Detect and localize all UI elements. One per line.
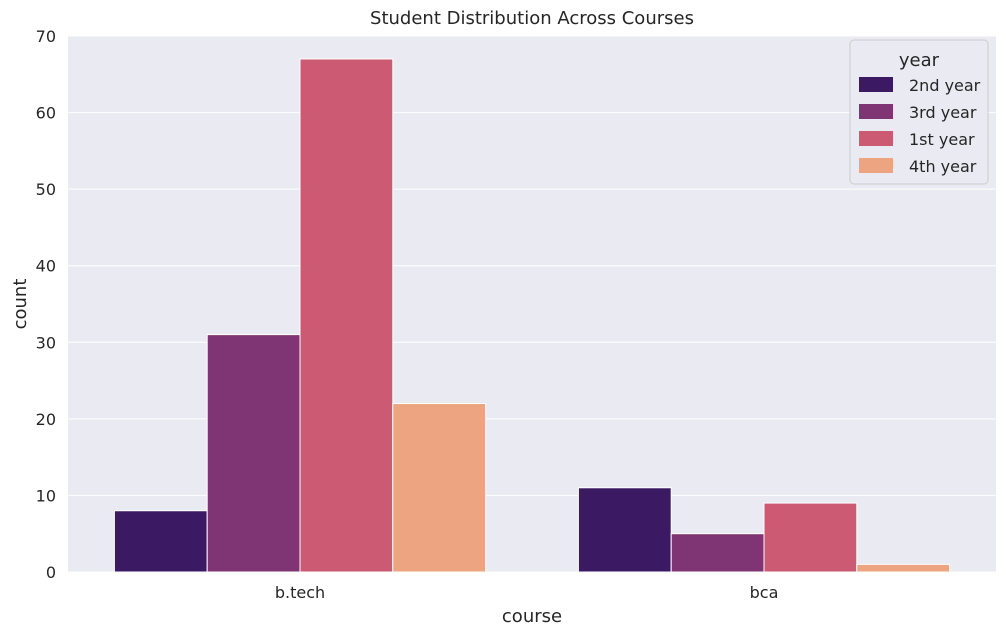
y-tick-label: 50 [36,180,56,199]
legend-swatch [859,77,893,92]
bar-3rd-year-bca [670,533,765,573]
x-tick-labels: b.tech bca [275,583,779,602]
x-tick-label: b.tech [275,583,325,602]
x-axis-label: course [502,606,562,627]
y-tick-label: 70 [36,27,56,46]
bar-1st-year-bca [763,502,858,573]
y-tick-label: 10 [36,486,56,505]
legend-label: 1st year [909,130,975,149]
chart-title: Student Distribution Across Courses [370,8,694,29]
y-tick-labels: 0 10 20 30 40 50 60 70 [36,27,56,582]
legend-box [849,39,989,185]
bar-2nd-year-bca [577,487,672,573]
legend-swatch [859,131,893,146]
bar-1st-year-b-tech [299,58,394,573]
bar-2nd-year-b-tech [113,510,208,573]
x-tick-label: bca [750,583,779,602]
y-tick-label: 30 [36,333,56,352]
bar-4th-year-bca [856,563,951,573]
legend-swatch [859,158,893,173]
legend-swatch [859,104,893,119]
bar-3rd-year-b-tech [206,334,301,573]
legend-title: year [899,50,940,71]
y-axis-label: count [10,279,31,330]
legend-label: 3rd year [909,103,977,122]
bars [113,58,951,573]
bar-4th-year-b-tech [392,403,487,573]
legend-label: 2nd year [909,76,981,95]
y-tick-label: 40 [36,257,56,276]
y-tick-label: 60 [36,104,56,123]
legend-items: 2nd year 3rd year 1st year 4th year [859,76,981,176]
y-tick-label: 20 [36,410,56,429]
legend-label: 4th year [909,157,977,176]
legend: year 2nd year 3rd year 1st year 4th year [849,39,989,185]
y-tick-label: 0 [46,563,56,582]
